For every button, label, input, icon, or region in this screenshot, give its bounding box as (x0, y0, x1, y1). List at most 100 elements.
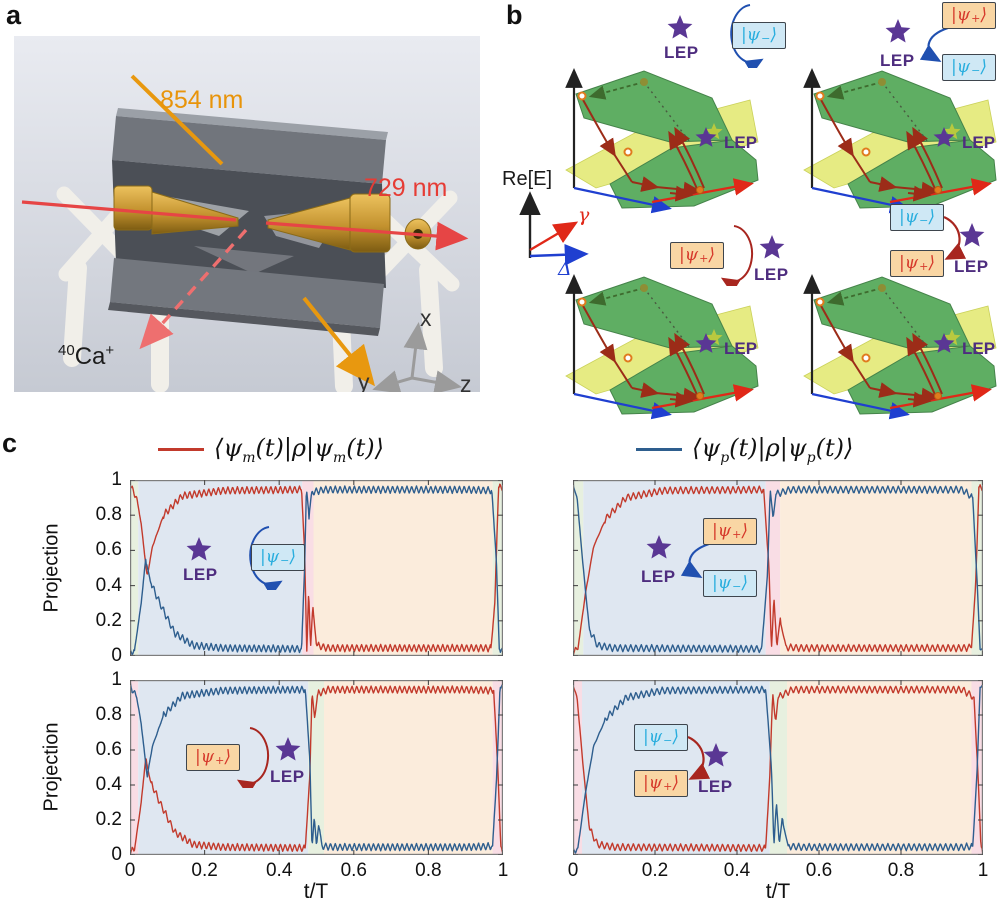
x-tick-label: 0.2 (641, 860, 669, 881)
y-tick-label: 0 (111, 645, 122, 666)
lep-label: LEP (270, 767, 305, 786)
series-red (130, 685, 503, 855)
start-dot (640, 284, 648, 292)
x-tick-label: 0.6 (805, 860, 833, 881)
xlabel-bottom-left: t/T (303, 880, 329, 903)
state-label: |ψ (712, 573, 732, 593)
lep-label: LEP (724, 133, 757, 152)
y-tick-label: 0.6 (95, 739, 122, 760)
y-tick-label: 1 (111, 669, 122, 690)
marker-circle-2 (623, 353, 633, 363)
marker-circle-3 (934, 392, 942, 400)
phase-region (787, 680, 972, 855)
state-box-psi_minus: |ψ − ⟩ (251, 544, 305, 571)
trap-plates (108, 108, 388, 336)
start-dot (640, 78, 648, 86)
plot-inset-annotation: |ψ − ⟩ |ψ + ⟩ LEP (628, 720, 742, 800)
xlabel-bottom-right: t/T (765, 880, 791, 903)
marker-circle-1 (577, 91, 587, 101)
y-tick-label: 0.4 (95, 574, 122, 596)
state-trajectory (581, 303, 705, 408)
phase-region (769, 680, 787, 855)
panel-c-label: c (2, 428, 18, 458)
marker-circle-2 (861, 147, 871, 157)
x-tick-label: 0 (124, 860, 136, 881)
phase-region (324, 680, 493, 855)
state-label: |ψ (899, 253, 919, 273)
projection-plot-top-left: |ψ − ⟩ LEP (130, 480, 503, 656)
legend-line-red (158, 448, 204, 452)
state-box-psi_plus: |ψ + ⟩ (890, 250, 944, 277)
y-tick-label: 0.4 (95, 774, 122, 795)
axes-box (130, 680, 503, 855)
marker-circle-3 (696, 186, 704, 194)
lep-star-icon (275, 737, 301, 761)
y-tick-label: 0.2 (95, 609, 122, 631)
x-tick-label: 0.8 (415, 860, 442, 881)
ion-label: 40Ca+ (58, 342, 114, 371)
tick-marks (130, 680, 503, 855)
marker-circle-2 (623, 147, 633, 157)
x-tick-label: 0.6 (340, 860, 368, 881)
start-dot (878, 284, 886, 292)
process-annotation-3: |ψ + ⟩ LEP (660, 222, 802, 286)
axis-y-label: y (358, 369, 370, 392)
axes-box (573, 680, 983, 855)
delta-axis-arrow (529, 243, 589, 266)
state-box-psi_plus: |ψ + ⟩ (186, 744, 240, 771)
legend-item-psi-p: ⟨ψp(t)|ρ|ψp(t)⟩ (636, 434, 853, 466)
axes-box (130, 480, 503, 656)
lep-star-icon (885, 19, 911, 43)
delta-axis-arrow (573, 392, 672, 420)
state-label: |ψ (679, 245, 699, 265)
xyz-axes (372, 322, 462, 395)
marker-circle-3 (934, 186, 942, 194)
dotted-guide (881, 81, 929, 143)
projection-plot-bottom-left: |ψ + ⟩ LEP (130, 680, 503, 855)
state-label: |ψ (951, 5, 971, 25)
lep-label: LEP (754, 265, 789, 284)
phase-region (130, 680, 139, 855)
riemann-surface-svg: LEP (803, 274, 997, 420)
series-blue (130, 485, 503, 656)
riemann-surface-plot-3: LEP (552, 262, 760, 422)
trap-gold-electrodes (113, 185, 432, 253)
projection-plot-top-right: |ψ + ⟩ |ψ − ⟩ LEP (573, 480, 983, 656)
ion-charge: + (105, 342, 115, 359)
state-label: |ψ (951, 57, 971, 77)
lep-label: LEP (664, 43, 699, 62)
legend-label-psi-p: ⟨ψp(t)|ρ|ψp(t)⟩ (692, 434, 854, 466)
x-tick-label: 0.4 (265, 860, 293, 881)
ion-mass-number: 40 (58, 342, 75, 359)
state-label: |ψ (643, 727, 663, 747)
marker-circle-1 (815, 297, 825, 307)
lep-star-icon (759, 235, 785, 259)
y-tick-label: 0.2 (95, 809, 122, 830)
marker-circle-2 (861, 353, 871, 363)
dotted-guide (643, 287, 691, 349)
axis-z-label: z (460, 371, 472, 392)
state-label: |ψ (643, 773, 663, 793)
phase-region (130, 480, 139, 656)
y-tick-label: 0.8 (95, 504, 122, 526)
marker-circle-1 (577, 297, 587, 307)
gamma-axis-arrow (529, 221, 579, 252)
dotted-guide (643, 81, 691, 143)
top-sheet-dashed-path (826, 81, 883, 100)
lep-label: LEP (880, 51, 915, 70)
y-tick-label: 0 (111, 844, 122, 865)
parameter-axes-triad: Re[E] γ Δ (498, 166, 594, 282)
state-box-psi_minus: |ψ − ⟩ (732, 22, 786, 49)
state-label: |ψ (899, 207, 919, 227)
riemann-surface-plot-2: LEP (790, 56, 998, 216)
lep-star-icon (959, 223, 985, 247)
tick-marks (573, 480, 983, 656)
beam-854-label: 854 nm (160, 86, 243, 114)
state-box-psi_plus: |ψ + ⟩ (634, 770, 688, 797)
state-label: |ψ (195, 747, 215, 767)
top-sheet-dashed-path (588, 81, 645, 100)
lep-star-icon (933, 333, 955, 353)
phase-region (313, 480, 493, 656)
ion-trap-drawing: 854 nm 729 nm x z y (14, 36, 480, 397)
lep-star-icon (186, 537, 212, 561)
